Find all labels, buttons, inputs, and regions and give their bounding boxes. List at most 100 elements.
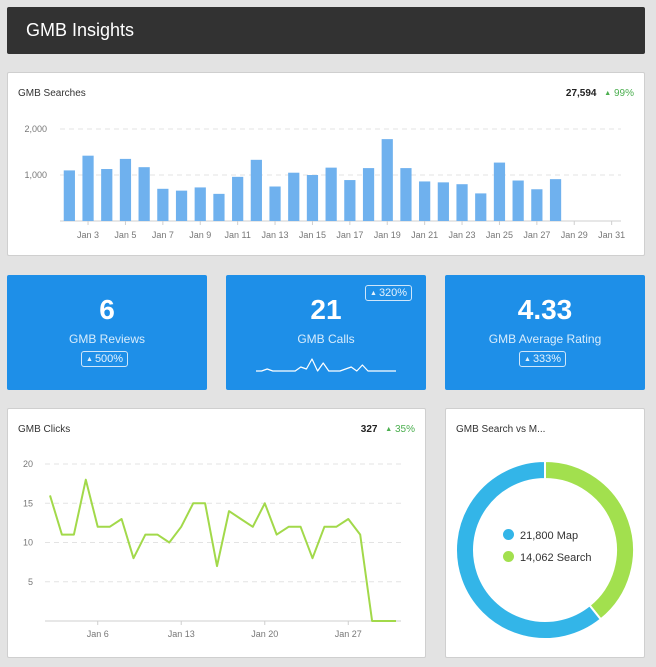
x-tick-label: Jan 27 [335,629,362,639]
card-title: GMB Searches [18,88,86,99]
sparkline [256,358,396,372]
x-tick-label: Jan 13 [168,629,195,639]
y-tick-label: 10 [23,538,33,548]
legend-search: 14,062 Search [503,551,592,564]
x-tick-label: Jan 21 [411,230,438,240]
card-total: 27,594 ▲ 99% [566,88,634,99]
bar [306,175,319,221]
donut-slice-map [455,459,603,640]
x-tick-label: Jan 19 [374,230,401,240]
x-tick-label: Jan 31 [598,230,625,240]
kpi-calls: ▲ 320% 21 GMB Calls [226,275,426,390]
up-arrow-icon: ▲ [604,90,612,97]
change-value: 320% [378,287,408,299]
total-value: 327 [360,424,378,435]
y-tick-label: 2,000 [24,124,47,134]
up-arrow-icon: ▲ [86,356,93,363]
x-tick-label: Jan 20 [251,629,278,639]
change-value: 500% [94,353,124,365]
search-vs-map-donut [455,459,635,640]
clicks-line-chart: 5 10 15 20 Jan 6 Jan 13 Jan 20 Jan 27 [23,459,401,639]
bar [344,180,356,221]
bar [362,168,375,221]
search-vs-map-card: GMB Search vs M... 21,800 Map 14,062 Sea… [445,408,645,658]
bar [400,168,412,221]
kpi-average-rating: 4.33 GMB Average Rating ▲ 333% [445,275,645,390]
calls-sparkline [256,358,396,372]
card-title: GMB Search vs M... [456,424,546,435]
total-value: 27,594 [565,88,597,99]
x-tick-label: Jan 27 [523,230,550,240]
bar [175,190,188,221]
x-tick-label: Jan 23 [449,230,476,240]
x-tick-label: Jan 25 [486,230,513,240]
up-arrow-icon: ▲ [524,356,531,363]
x-tick-label: Jan 7 [152,230,174,240]
bar [194,187,206,221]
change-badge: ▲ 333% [519,351,567,367]
kpi-label: GMB Average Rating [488,332,602,346]
x-tick-label: Jan 15 [299,230,326,240]
kpi-value: 21 [310,294,342,325]
searches-bar-chart: 1,000 2,000 Jan 3 Jan 5 Jan 7 Jan 9 Jan 11 Jan … [24,124,625,240]
bar [101,169,113,221]
bar [138,167,150,221]
change-value: 35% [394,424,415,435]
x-tick-label: Jan 11 [224,230,250,240]
up-arrow-icon: ▲ [385,426,393,433]
bar [232,176,244,221]
bar [325,167,337,221]
bar [250,159,262,221]
kpi-label: GMB Calls [297,332,355,346]
map-color-dot [503,529,514,540]
kpi-value: 4.33 [517,294,573,325]
bar [82,155,94,221]
y-tick-label: 20 [23,459,33,469]
bar [549,179,562,221]
y-tick-label: 1,000 [24,170,47,180]
kpi-reviews: 6 GMB Reviews ▲ 500% [7,275,207,390]
change-badge: ▲ 35% [385,424,415,435]
bar [493,162,506,221]
bar [531,189,543,221]
legend-map: 21,800 Map [503,529,578,542]
bar [475,193,487,221]
bar [381,139,393,221]
search-color-dot [503,551,514,562]
bar [512,180,524,221]
legend-label: 14,062 Search [520,552,592,564]
x-tick-label: Jan 5 [114,230,136,240]
x-tick-label: Jan 13 [262,230,289,240]
bar [456,184,468,221]
y-tick-label: 5 [28,577,33,587]
change-value: 333% [532,353,562,365]
kpi-value: 6 [99,294,115,325]
page-title: GMB Insights [26,20,135,40]
x-tick-label: Jan 17 [336,230,363,240]
x-tick-label: Jan 3 [77,230,99,240]
bar [157,188,169,221]
up-arrow-icon: ▲ [370,290,377,297]
change-badge: ▲ 320% [365,285,413,301]
x-tick-label: Jan 29 [561,230,588,240]
bar [119,158,132,221]
clicks-line [49,478,396,622]
gmb-clicks-card: GMB Clicks 327 ▲ 35% 5 10 15 20 Jan 6 Jan 13 J… [7,408,426,658]
bar [213,193,225,221]
kpi-label: GMB Reviews [68,332,145,346]
bar [419,181,431,221]
dashboard-header: GMB Insights [7,7,645,54]
x-tick-label: Jan 9 [189,230,211,240]
bar [269,186,281,221]
x-tick-label: Jan 6 [87,629,109,639]
gmb-searches-card: GMB Searches 27,594 ▲ 99% 1,000 2,000 Jan … [7,72,645,256]
y-tick-label: 15 [23,498,33,508]
bar [63,170,75,221]
change-value: 99% [613,88,634,99]
change-badge: ▲ 500% [81,351,129,367]
bar [437,182,449,221]
legend-label: 21,800 Map [520,530,579,542]
change-badge: ▲ 99% [604,88,634,99]
card-total: 327 ▲ 35% [361,424,415,435]
bar [288,172,300,221]
